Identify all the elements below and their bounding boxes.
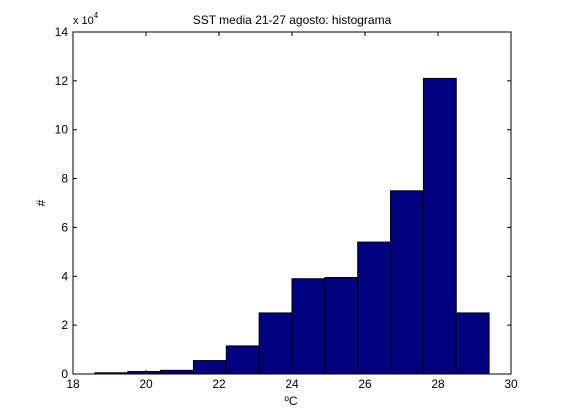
histogram-bar-9 — [357, 241, 392, 375]
y-scale-factor: x 104 — [73, 11, 99, 27]
x-tick-label: 22 — [212, 377, 226, 391]
y-tick-label: 12 — [55, 74, 69, 88]
y-axis-label: # — [34, 199, 48, 206]
y-scale-base: x 10 — [73, 15, 94, 27]
axes-box — [72, 31, 512, 375]
y-tick-label: 2 — [61, 318, 68, 332]
x-tick-label: 28 — [431, 377, 445, 391]
histogram-bar-3 — [160, 369, 194, 375]
histogram-bar-7 — [291, 278, 326, 375]
y-scale-exponent: 4 — [94, 11, 99, 20]
y-tick-label: 4 — [61, 269, 68, 283]
histogram-bar-6 — [258, 312, 293, 375]
x-tick-label: 24 — [285, 377, 299, 391]
y-tick-label: 8 — [61, 172, 68, 186]
y-tick-label: 0 — [61, 367, 68, 381]
y-tick-label: 14 — [55, 25, 69, 39]
y-tick-label: 10 — [55, 123, 69, 137]
x-axis-label: ºC — [284, 394, 297, 408]
histogram-bar-12 — [455, 312, 490, 375]
histogram-bar-11 — [422, 77, 457, 375]
x-tick-label: 30 — [504, 377, 518, 391]
x-tick-labels: 18 20 22 24 26 28 30 — [66, 377, 518, 391]
histogram-bar-4 — [192, 360, 227, 375]
histogram-bar-10 — [390, 190, 424, 375]
y-tick-label: 6 — [61, 220, 68, 234]
y-tick-labels: 0 2 4 6 8 10 12 14 — [55, 25, 69, 381]
histogram-bar-8 — [324, 277, 359, 375]
chart-title: SST media 21-27 agosto: histograma — [193, 13, 392, 27]
x-tick-label: 20 — [139, 377, 153, 391]
histogram-bar-5 — [225, 345, 260, 375]
histogram-bars — [94, 77, 490, 375]
x-tick-label: 26 — [358, 377, 372, 391]
x-tick-label: 18 — [66, 377, 80, 391]
